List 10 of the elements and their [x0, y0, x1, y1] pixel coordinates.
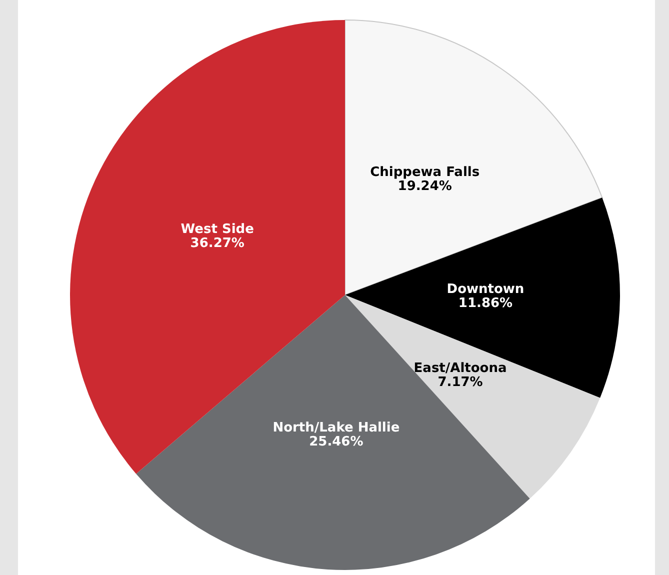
data-label: 25.46% — [309, 434, 364, 450]
slice-label: East/Altoona — [414, 360, 507, 376]
data-label: 7.17% — [438, 374, 483, 390]
slice-label: Downtown — [446, 282, 524, 297]
slice-label: Chippewa Falls — [370, 164, 480, 180]
slice-label: West Side — [180, 222, 254, 237]
slice-label: North/Lake Hallie — [272, 420, 400, 436]
data-label: 36.27% — [190, 236, 244, 251]
data-label: 19.24% — [398, 178, 452, 194]
data-label: 11.86% — [458, 296, 513, 311]
